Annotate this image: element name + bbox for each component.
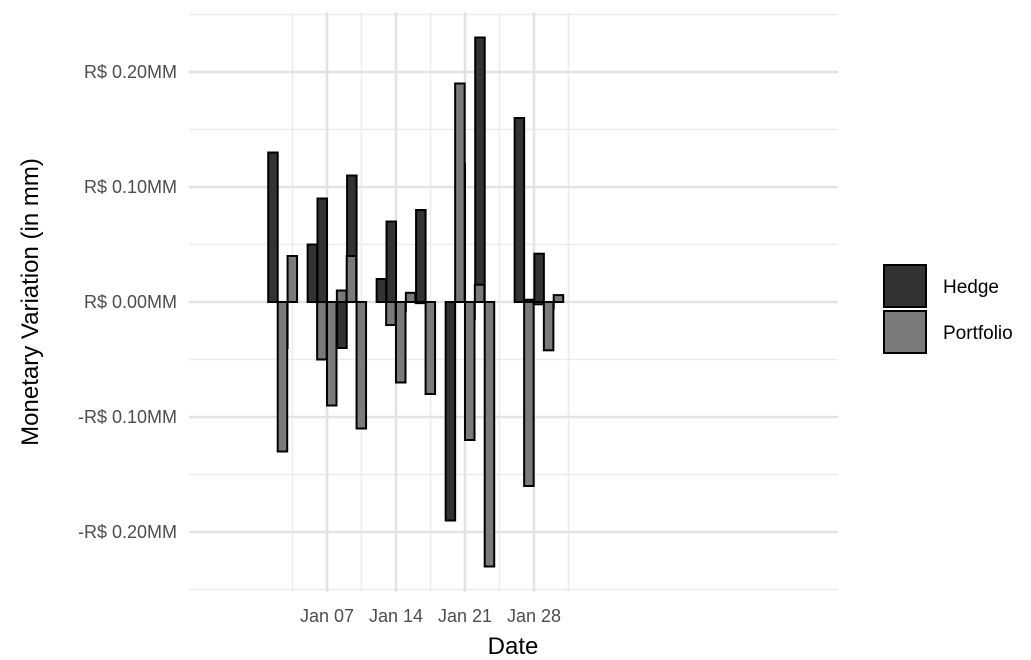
bar-hedge-2025-01-09 (336, 301, 348, 349)
legend-key-portfolio (883, 310, 927, 354)
legend-key-hedge (883, 264, 927, 308)
bar-portfolio-2025-01-29 (542, 301, 555, 352)
y-tick-label: -R$ 0.20MM (78, 522, 177, 542)
y-axis-title: Monetary Variation (in mm) (17, 158, 44, 446)
bar-portfolio-2025-01-08 (335, 289, 348, 303)
y-tick-label: -R$ 0.10MM (78, 407, 177, 427)
bar-hedge-2025-01-23 (474, 36, 486, 303)
x-tick-label: Jan 28 (507, 606, 561, 626)
y-tick-label: R$ 0.00MM (84, 292, 177, 312)
x-axis-ticks: Jan 07 Jan 14 Jan 21 Jan 28 (300, 606, 561, 626)
x-tick-label: Jan 07 (300, 606, 354, 626)
bar-portfolio-2025-01-23 (483, 301, 496, 568)
bar-portfolio-2025-01-22 (473, 283, 486, 303)
bar-hedge-2025-01-07 (316, 197, 328, 303)
bar-portfolio-2025-01-03 (286, 255, 299, 303)
bars-layer (267, 36, 565, 568)
x-tick-label: Jan 14 (369, 606, 423, 626)
bar-portfolio-2025-01-14 (395, 301, 407, 384)
bar-portfolio-2025-01-02 (276, 301, 289, 453)
bar-portfolio-2025-01-28 (533, 301, 545, 306)
bar-hedge-2025-01-13 (375, 278, 388, 303)
bar-portfolio-2025-01-20 (454, 82, 466, 303)
bar-portfolio-2025-01-16 (414, 301, 427, 305)
bar-portfolio-2025-01-13 (385, 301, 397, 326)
legend: Hedge Portfolio (883, 264, 1013, 354)
bar-portfolio-2025-01-09 (345, 255, 358, 303)
legend-label-portfolio: Portfolio (943, 323, 1013, 344)
legend-label-hedge: Hedge (943, 277, 999, 298)
bar-portfolio-2025-01-17 (424, 301, 437, 395)
bar-hedge-2025-01-27 (513, 117, 526, 303)
bar-hedge-2025-01-20 (444, 301, 457, 522)
x-tick-label: Jan 21 (438, 606, 492, 626)
bar-portfolio-2025-01-21 (464, 301, 476, 441)
bar-portfolio-2025-01-30 (552, 294, 565, 304)
bar-portfolio-2025-01-27 (523, 301, 535, 487)
y-axis-ticks: -R$ 0.20MM -R$ 0.10MM R$ 0.00MM R$ 0.10MM R$… (78, 62, 177, 542)
bar-portfolio-2025-01-15 (404, 291, 417, 303)
y-tick-label: R$ 0.10MM (84, 177, 177, 197)
bar-hedge-2025-01-29 (533, 252, 545, 303)
bar-portfolio-2025-01-10 (355, 301, 368, 430)
bar-portfolio-2025-01-06 (316, 301, 328, 361)
bar-hedge-2025-01-06 (306, 243, 319, 303)
bar-hedge-2025-01-17 (415, 209, 427, 303)
bar-hedge-2025-01-14 (385, 220, 397, 303)
x-axis-title: Date (488, 633, 539, 660)
bar-hedge-2025-01-02 (267, 151, 279, 303)
bar-portfolio-2025-01-07 (326, 301, 338, 407)
y-tick-label: R$ 0.20MM (84, 62, 177, 82)
